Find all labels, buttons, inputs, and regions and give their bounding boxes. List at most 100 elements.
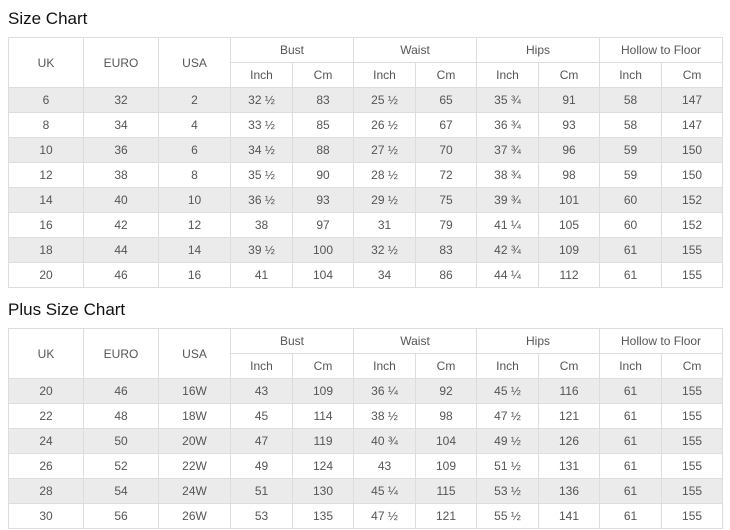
table-cell: 116 xyxy=(538,378,601,404)
table-cell: 38 ½ xyxy=(353,403,417,429)
table-cell: 152 xyxy=(661,212,724,238)
table-cell: 37 ¾ xyxy=(476,137,540,163)
table-cell: 38 ¾ xyxy=(476,162,540,188)
unit-header-cm: Cm xyxy=(538,62,601,88)
table-cell: 53 xyxy=(230,503,293,529)
size-chart-section: Size Chart UK EURO USA Bust Waist Hips Hollow … xyxy=(8,9,724,288)
unit-header-inch: Inch xyxy=(353,62,417,88)
table-cell: 34 xyxy=(353,262,417,288)
table-cell: 104 xyxy=(415,428,478,454)
group-header-hips: Hips xyxy=(476,37,601,63)
table-cell: 60 xyxy=(599,187,663,213)
table-cell: 40 ¾ xyxy=(353,428,417,454)
group-header-bust: Bust xyxy=(229,37,355,63)
table-cell: 28 ½ xyxy=(353,162,417,188)
plus-size-chart-table: UK EURO USA Bust Waist Hips Hollow to Floor Inc… xyxy=(8,328,724,529)
table-cell: 126 xyxy=(538,428,601,454)
table-cell: 130 xyxy=(291,478,355,504)
table-cell: 155 xyxy=(661,378,724,404)
table-cell: 46 xyxy=(83,262,159,288)
table-cell: 83 xyxy=(415,237,478,263)
table-cell: 14 xyxy=(8,187,84,213)
table-cell: 32 xyxy=(83,87,159,113)
table-cell: 51 xyxy=(230,478,293,504)
table-cell: 155 xyxy=(661,237,724,263)
table-row: 12 38 8 35 ½ 90 28 ½ 72 38 ¾ 98 59 150 xyxy=(8,162,724,188)
table-cell: 93 xyxy=(291,187,355,213)
unit-header-cm: Cm xyxy=(538,353,601,379)
table-cell: 109 xyxy=(291,378,355,404)
table-cell: 36 xyxy=(83,137,159,163)
table-cell: 6 xyxy=(8,87,84,113)
table-cell: 16 xyxy=(8,212,84,238)
table-cell: 83 xyxy=(291,87,355,113)
group-header-hips: Hips xyxy=(476,328,601,354)
table-cell: 47 xyxy=(230,428,293,454)
table-cell: 46 xyxy=(83,378,159,404)
table-cell: 26 ½ xyxy=(353,112,417,138)
plus-size-chart-title: Plus Size Chart xyxy=(8,300,126,319)
table-cell: 52 xyxy=(83,453,159,479)
table-cell: 12 xyxy=(8,162,84,188)
table-cell: 115 xyxy=(415,478,478,504)
unit-header-inch: Inch xyxy=(353,353,417,379)
table-cell: 35 ¾ xyxy=(476,87,540,113)
table-cell: 147 xyxy=(661,112,724,138)
table-cell: 97 xyxy=(291,212,355,238)
table-cell: 34 ½ xyxy=(230,137,293,163)
table-cell: 152 xyxy=(661,187,724,213)
table-cell: 49 xyxy=(230,453,293,479)
table-cell: 98 xyxy=(415,403,478,429)
table-cell: 25 ½ xyxy=(353,87,417,113)
table-cell: 36 ¼ xyxy=(353,378,417,404)
table-cell: 155 xyxy=(661,428,724,454)
unit-header-inch: Inch xyxy=(599,353,663,379)
table-cell: 61 xyxy=(599,503,663,529)
table-cell: 20W xyxy=(158,428,231,454)
table-cell: 50 xyxy=(83,428,159,454)
table-cell: 61 xyxy=(599,403,663,429)
unit-header-inch: Inch xyxy=(230,62,293,88)
table-cell: 24 xyxy=(8,428,84,454)
table-cell: 28 xyxy=(8,478,84,504)
unit-header-inch: Inch xyxy=(476,62,540,88)
column-header-usa: USA xyxy=(158,328,231,379)
unit-header-cm: Cm xyxy=(661,62,724,88)
header-row-units: Inch Cm Inch Cm Inch Cm Inch Cm xyxy=(9,353,724,379)
table-cell: 150 xyxy=(661,137,724,163)
table-cell: 38 xyxy=(83,162,159,188)
table-cell: 147 xyxy=(661,87,724,113)
table-cell: 10 xyxy=(8,137,84,163)
table-cell: 40 xyxy=(83,187,159,213)
table-cell: 88 xyxy=(291,137,355,163)
header-row-groups: UK EURO USA Bust Waist Hips Hollow to Floor xyxy=(8,328,724,379)
table-cell: 12 xyxy=(158,212,231,238)
table-row: 18 44 14 39 ½ 100 32 ½ 83 42 ¾ 109 61 155 xyxy=(8,237,724,263)
table-cell: 22 xyxy=(8,403,84,429)
table-cell: 48 xyxy=(83,403,159,429)
table-cell: 47 ½ xyxy=(353,503,417,529)
table-cell: 124 xyxy=(291,453,355,479)
table-cell: 61 xyxy=(599,478,663,504)
table-cell: 155 xyxy=(661,503,724,529)
table-cell: 2 xyxy=(158,87,231,113)
table-cell: 121 xyxy=(538,403,601,429)
table-cell: 32 ½ xyxy=(230,87,293,113)
group-header-waist: Waist xyxy=(353,37,478,63)
table-cell: 6 xyxy=(158,137,231,163)
table-cell: 44 ¼ xyxy=(476,262,540,288)
table-cell: 155 xyxy=(661,478,724,504)
unit-header-inch: Inch xyxy=(230,353,293,379)
table-cell: 155 xyxy=(661,262,724,288)
table-cell: 101 xyxy=(538,187,601,213)
unit-header-cm: Cm xyxy=(415,353,478,379)
table-cell: 119 xyxy=(291,428,355,454)
table-cell: 93 xyxy=(538,112,601,138)
table-cell: 65 xyxy=(415,87,478,113)
column-header-euro: EURO xyxy=(83,37,159,88)
table-cell: 10 xyxy=(158,187,231,213)
table-cell: 61 xyxy=(599,453,663,479)
table-cell: 35 ½ xyxy=(230,162,293,188)
table-cell: 39 ½ xyxy=(230,237,293,263)
